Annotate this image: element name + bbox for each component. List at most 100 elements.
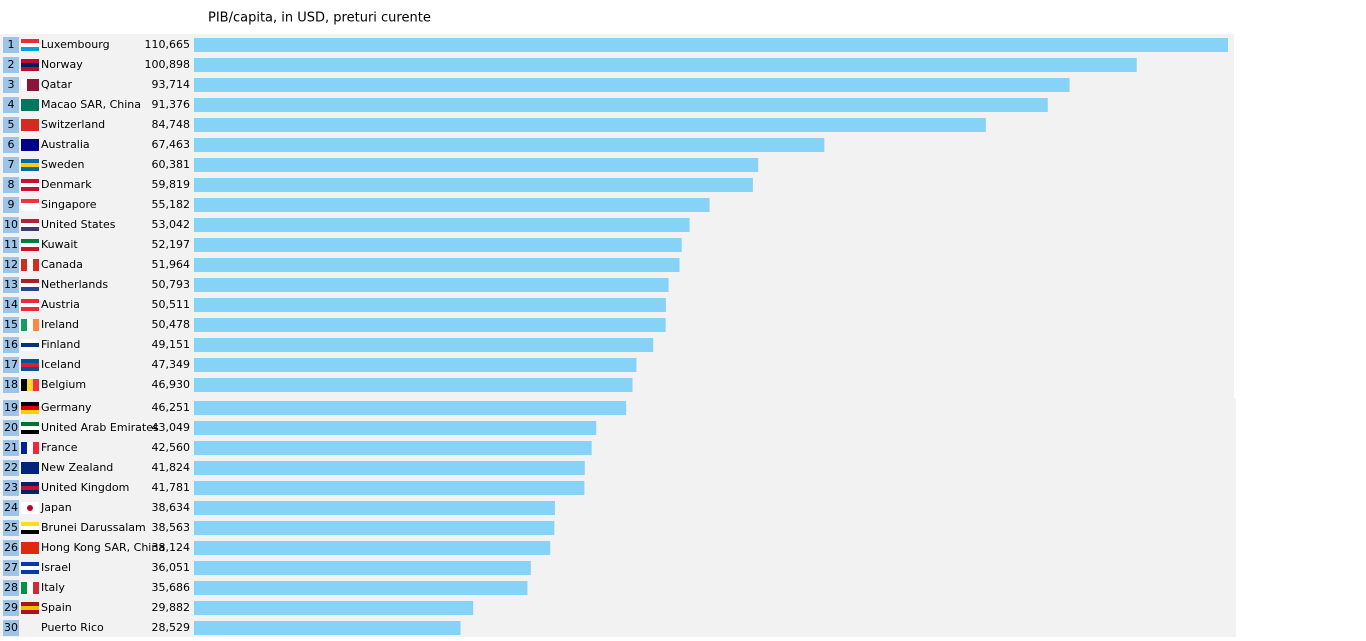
rank-box — [3, 77, 19, 93]
category-label: Italy — [41, 581, 65, 594]
category-label: Kuwait — [41, 238, 78, 251]
flag — [21, 119, 39, 123]
rank-label: 1 — [8, 38, 15, 51]
flag — [21, 406, 39, 410]
flag — [21, 139, 39, 143]
rank-label: 26 — [4, 541, 18, 554]
bar — [194, 38, 1228, 52]
value-label: 53,042 — [152, 218, 191, 231]
value-label: 51,964 — [152, 258, 191, 271]
flag — [21, 183, 39, 187]
bar — [194, 621, 461, 635]
flag — [21, 199, 39, 203]
flag — [21, 287, 39, 291]
flag — [21, 127, 39, 131]
flag — [21, 410, 39, 414]
category-label: Australia — [41, 138, 90, 151]
flag — [33, 379, 39, 391]
flag — [21, 566, 39, 570]
flag — [21, 143, 39, 147]
value-label: 59,819 — [152, 178, 191, 191]
value-label: 41,824 — [152, 461, 191, 474]
bar — [194, 198, 710, 212]
flag — [21, 486, 39, 490]
flag — [27, 259, 33, 271]
bar — [194, 521, 555, 535]
value-label: 93,714 — [152, 78, 191, 91]
rank-label: 15 — [4, 318, 18, 331]
flag — [27, 379, 33, 391]
value-label: 46,930 — [152, 378, 191, 391]
bar — [194, 158, 759, 172]
rank-box — [3, 57, 19, 73]
bar — [194, 461, 585, 475]
bar — [194, 218, 690, 232]
flag — [27, 505, 33, 511]
rank-box — [3, 357, 19, 373]
background — [0, 398, 1236, 637]
bar — [194, 421, 597, 435]
rank-box — [3, 600, 19, 616]
rank-label: 19 — [4, 401, 18, 414]
rank-box — [3, 317, 19, 333]
flag — [21, 203, 39, 207]
bar — [194, 401, 627, 415]
category-label: United Arab Emirates — [41, 421, 159, 434]
category-label: New Zealand — [41, 461, 113, 474]
rank-box — [3, 157, 19, 173]
flag — [33, 319, 39, 331]
rank-label: 13 — [4, 278, 18, 291]
value-label: 38,124 — [152, 541, 191, 554]
category-label: Norway — [41, 58, 83, 71]
rank-label: 12 — [4, 258, 18, 271]
value-label: 50,793 — [152, 278, 191, 291]
flag — [21, 462, 39, 466]
flag — [21, 147, 39, 151]
value-label: 38,563 — [152, 521, 191, 534]
rank-label: 5 — [8, 118, 15, 131]
rank-box — [3, 620, 19, 636]
rank-label: 25 — [4, 521, 18, 534]
rank-box — [3, 197, 19, 213]
flag — [21, 303, 39, 307]
flag — [21, 187, 39, 191]
rank-label: 23 — [4, 481, 18, 494]
rank-box — [3, 520, 19, 536]
flag — [27, 319, 33, 331]
rank-box — [3, 580, 19, 596]
value-label: 91,376 — [152, 98, 191, 111]
flag — [21, 530, 39, 534]
rank-label: 30 — [4, 621, 18, 634]
flag — [21, 227, 39, 231]
flag — [21, 402, 39, 406]
rank-box — [3, 337, 19, 353]
rank-box — [3, 500, 19, 516]
value-label: 38,634 — [152, 501, 191, 514]
flag — [21, 107, 39, 111]
flag — [21, 63, 39, 67]
flag — [21, 562, 39, 566]
category-label: United States — [41, 218, 116, 231]
flag — [21, 430, 39, 434]
flag — [21, 570, 39, 574]
flag — [21, 363, 39, 367]
category-label: Puerto Rico — [41, 621, 104, 634]
flag — [21, 239, 39, 243]
flag — [21, 43, 39, 47]
flag — [21, 159, 39, 163]
flag — [21, 103, 39, 107]
category-label: Netherlands — [41, 278, 108, 291]
value-label: 47,349 — [152, 358, 191, 371]
category-label: Switzerland — [41, 118, 105, 131]
value-label: 67,463 — [152, 138, 191, 151]
value-label: 35,686 — [152, 581, 191, 594]
category-label: Denmark — [41, 178, 92, 191]
flag — [21, 299, 39, 303]
bar — [194, 541, 551, 555]
flag — [21, 522, 39, 526]
flag — [21, 339, 39, 343]
rank-label: 16 — [4, 338, 18, 351]
flag — [21, 207, 39, 211]
rank-label: 3 — [8, 78, 15, 91]
rank-box — [3, 177, 19, 193]
